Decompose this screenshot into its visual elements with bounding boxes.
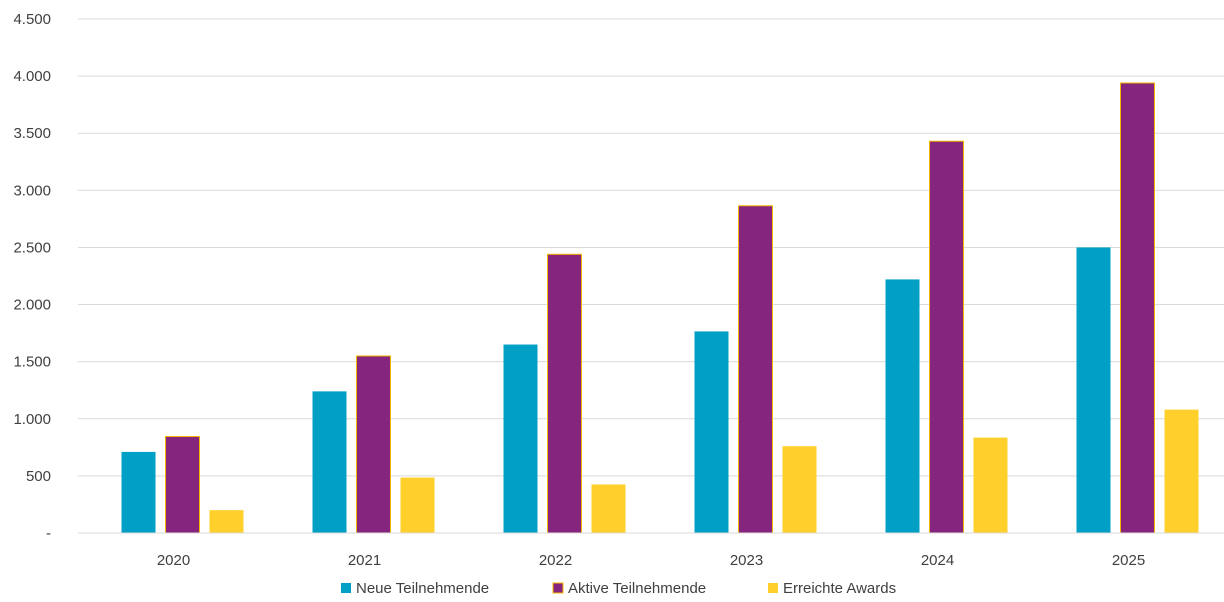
legend-swatch bbox=[341, 583, 351, 593]
bar-neue-teilnehmende-2020 bbox=[121, 451, 156, 533]
bar-aktive-teilnehmende-2025 bbox=[1120, 82, 1155, 534]
y-tick-label: 4.000 bbox=[13, 68, 51, 85]
y-tick-label: 1.500 bbox=[13, 354, 51, 371]
bar-neue-teilnehmende-2022 bbox=[503, 344, 538, 533]
y-tick-label: 3.500 bbox=[13, 125, 51, 142]
legend: Neue Teilnehmende Aktive Teilnehmende Erre… bbox=[341, 580, 896, 597]
legend-swatch bbox=[768, 583, 778, 593]
y-tick-label: 3.000 bbox=[13, 182, 51, 199]
y-tick-label: 1.000 bbox=[13, 411, 51, 428]
bar-aktive-teilnehmende-2024 bbox=[929, 140, 964, 534]
x-tick-label: 2021 bbox=[348, 552, 381, 569]
y-tick-label: 4.500 bbox=[13, 11, 51, 28]
bar-aktive-teilnehmende-2020 bbox=[165, 435, 200, 534]
bar-erreichte-awards-2021 bbox=[400, 477, 435, 533]
x-tick-label: 2025 bbox=[1112, 552, 1145, 569]
bar-aktive-teilnehmende-2023 bbox=[738, 205, 773, 534]
bar-erreichte-awards-2022 bbox=[591, 484, 626, 533]
x-tick-label: 2024 bbox=[921, 552, 954, 569]
legend-label: Neue Teilnehmende bbox=[356, 580, 489, 597]
bar-neue-teilnehmende-2024 bbox=[885, 279, 920, 533]
legend-label: Erreichte Awards bbox=[783, 580, 896, 597]
gridlines bbox=[78, 18, 1224, 477]
bar-aktive-teilnehmende-2021 bbox=[356, 355, 391, 534]
x-tick-label: 2023 bbox=[730, 552, 763, 569]
x-tick-label: 2022 bbox=[539, 552, 572, 569]
bars bbox=[121, 82, 1199, 534]
y-tick-label: 500 bbox=[26, 468, 51, 485]
y-tick-label: 2.000 bbox=[13, 297, 51, 314]
legend-swatch bbox=[552, 582, 564, 594]
y-tick-label: 2.500 bbox=[13, 239, 51, 256]
bar-erreichte-awards-2024 bbox=[973, 437, 1008, 533]
legend-label: Aktive Teilnehmende bbox=[568, 580, 706, 597]
y-axis-tick-labels: - 500 1.000 1.500 2.000 2.500 3.000 3.500 4.000 4… bbox=[13, 11, 51, 542]
x-tick-label: 2020 bbox=[157, 552, 190, 569]
bar-erreichte-awards-2023 bbox=[782, 446, 817, 533]
bar-neue-teilnehmende-2021 bbox=[312, 391, 347, 533]
bar-neue-teilnehmende-2023 bbox=[694, 331, 729, 533]
y-tick-label: - bbox=[46, 525, 51, 542]
bar-neue-teilnehmende-2025 bbox=[1076, 247, 1111, 533]
bar-erreichte-awards-2025 bbox=[1164, 409, 1199, 533]
bar-aktive-teilnehmende-2022 bbox=[547, 253, 582, 534]
x-axis-tick-labels: 2020 2021 2022 2023 2024 2025 bbox=[157, 552, 1145, 569]
bar-erreichte-awards-2020 bbox=[209, 510, 244, 533]
